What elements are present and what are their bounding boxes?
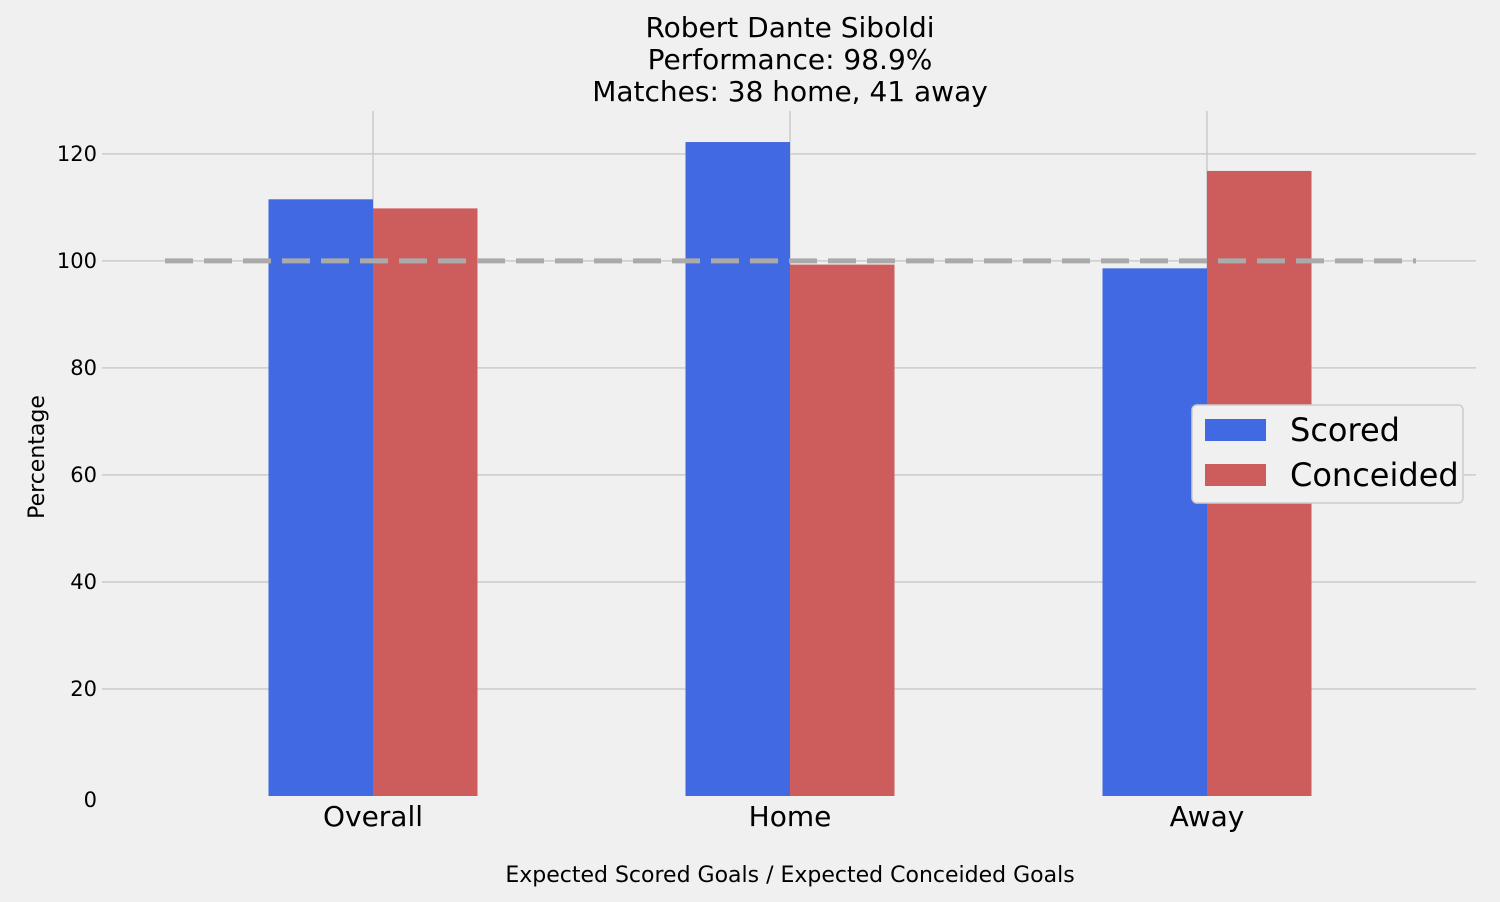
legend: Scored Conceided	[1191, 404, 1464, 504]
y-tick-label: 40	[70, 570, 97, 594]
x-axis-label: Expected Scored Goals / Expected Conceid…	[505, 863, 1074, 888]
y-tick-label: 120	[57, 142, 97, 166]
x-tick-label: Overall	[323, 800, 423, 833]
bar-scored-away	[1102, 268, 1207, 796]
y-tick-label: 80	[70, 356, 97, 380]
y-axis-label: Percentage	[25, 395, 50, 519]
x-tick-label: Away	[1170, 800, 1245, 833]
x-axis-ticks: Overall Home Away	[323, 800, 1244, 833]
y-tick-label: 100	[57, 249, 97, 273]
y-tick-label: 20	[70, 677, 97, 701]
legend-swatch-conceided	[1205, 464, 1266, 486]
y-tick-label: 60	[70, 463, 97, 487]
chart-title-line-1: Robert Dante Siboldi	[645, 11, 934, 44]
bar-conceided-overall	[373, 208, 478, 796]
legend-swatch-scored	[1205, 419, 1266, 441]
legend-label-conceided: Conceided	[1290, 456, 1459, 494]
bars	[268, 142, 1312, 796]
x-tick-label: Home	[749, 800, 832, 833]
bar-conceided-home	[790, 264, 895, 796]
y-axis-ticks: 0 20 40 60 80 100 120	[57, 142, 97, 812]
legend-label-scored: Scored	[1290, 411, 1400, 449]
y-tick-label: 0	[84, 788, 97, 812]
chart-title-line-3: Matches: 38 home, 41 away	[592, 75, 988, 108]
bar-scored-home	[685, 142, 790, 796]
bar-scored-overall	[268, 199, 373, 796]
chart-title-line-2: Performance: 98.9%	[648, 43, 933, 76]
